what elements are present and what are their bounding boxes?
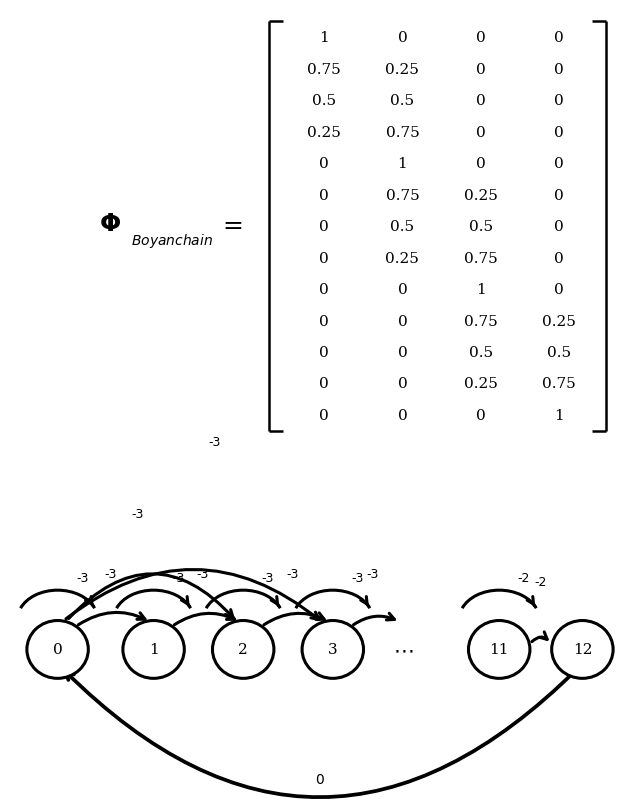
Text: 0: 0 (397, 408, 407, 423)
Text: 0: 0 (397, 346, 407, 359)
Text: 11: 11 (490, 642, 509, 657)
Text: 0: 0 (397, 31, 407, 45)
Text: 0.75: 0.75 (464, 314, 498, 328)
Text: 0.75: 0.75 (385, 188, 419, 202)
Ellipse shape (123, 621, 184, 678)
Text: 1: 1 (554, 408, 564, 423)
Text: 0.25: 0.25 (385, 63, 419, 77)
Text: 0: 0 (554, 282, 564, 297)
Text: 12: 12 (573, 642, 592, 657)
Text: 0.5: 0.5 (468, 220, 493, 234)
Text: -3: -3 (172, 572, 184, 585)
Text: -3: -3 (262, 572, 274, 585)
Text: 0: 0 (319, 251, 329, 265)
Text: 0.75: 0.75 (464, 251, 498, 265)
Text: 0.75: 0.75 (307, 63, 341, 77)
Text: 0.25: 0.25 (385, 251, 419, 265)
Ellipse shape (27, 621, 88, 678)
Text: -3: -3 (131, 508, 144, 520)
Text: 1: 1 (476, 282, 486, 297)
Text: 0: 0 (319, 377, 329, 391)
Text: 0: 0 (319, 220, 329, 234)
Ellipse shape (212, 621, 274, 678)
Text: -3: -3 (104, 568, 116, 581)
Text: 0: 0 (319, 188, 329, 202)
Text: $\mathbf{\Phi}$: $\mathbf{\Phi}$ (99, 213, 121, 236)
Text: 0: 0 (554, 220, 564, 234)
Text: 0: 0 (319, 314, 329, 328)
Text: 0: 0 (476, 157, 486, 171)
Text: 0: 0 (476, 125, 486, 140)
Text: 0: 0 (554, 188, 564, 202)
Text: -3: -3 (76, 572, 88, 585)
Text: -3: -3 (366, 568, 379, 581)
Text: 0: 0 (319, 408, 329, 423)
Text: 0: 0 (316, 772, 324, 786)
Text: -3: -3 (286, 568, 299, 581)
Text: 0: 0 (319, 282, 329, 297)
Text: 0: 0 (476, 408, 486, 423)
Ellipse shape (302, 621, 364, 678)
Text: 0: 0 (319, 346, 329, 359)
Text: 0: 0 (52, 642, 63, 657)
Text: 0: 0 (554, 63, 564, 77)
Ellipse shape (468, 621, 530, 678)
Text: 0: 0 (319, 157, 329, 171)
Text: 0: 0 (554, 31, 564, 45)
Text: 0: 0 (397, 377, 407, 391)
Text: -2: -2 (518, 572, 530, 585)
Text: 0.25: 0.25 (307, 125, 341, 140)
Text: 0.5: 0.5 (390, 220, 415, 234)
Text: 0.5: 0.5 (390, 94, 415, 108)
Text: 0: 0 (554, 251, 564, 265)
Text: 0.25: 0.25 (464, 188, 498, 202)
Text: 1: 1 (148, 642, 159, 657)
Text: 0: 0 (476, 63, 486, 77)
Text: $=$: $=$ (218, 213, 243, 236)
Ellipse shape (552, 621, 613, 678)
Text: -3: -3 (208, 435, 221, 448)
Text: $\cdots$: $\cdots$ (393, 640, 413, 659)
Text: 0: 0 (554, 157, 564, 171)
Text: -3: -3 (196, 568, 209, 581)
Text: 0: 0 (476, 94, 486, 108)
Text: 0.75: 0.75 (385, 125, 419, 140)
Text: 0: 0 (554, 125, 564, 140)
Text: 2: 2 (238, 642, 248, 657)
Text: 0.75: 0.75 (542, 377, 576, 391)
Text: 0: 0 (397, 314, 407, 328)
Text: 0.5: 0.5 (468, 346, 493, 359)
Text: 0: 0 (554, 94, 564, 108)
Text: -2: -2 (534, 576, 547, 589)
Text: 0.5: 0.5 (312, 94, 336, 108)
Text: 0: 0 (397, 282, 407, 297)
Text: 0.25: 0.25 (464, 377, 498, 391)
Text: -3: -3 (351, 572, 364, 585)
Text: 1: 1 (397, 157, 407, 171)
Text: 0.25: 0.25 (542, 314, 576, 328)
Text: $\mathit{Boyanchain}$: $\mathit{Boyanchain}$ (131, 231, 213, 249)
Text: 3: 3 (328, 642, 338, 657)
Text: 1: 1 (319, 31, 329, 45)
Text: 0: 0 (476, 31, 486, 45)
Text: 0.5: 0.5 (547, 346, 572, 359)
